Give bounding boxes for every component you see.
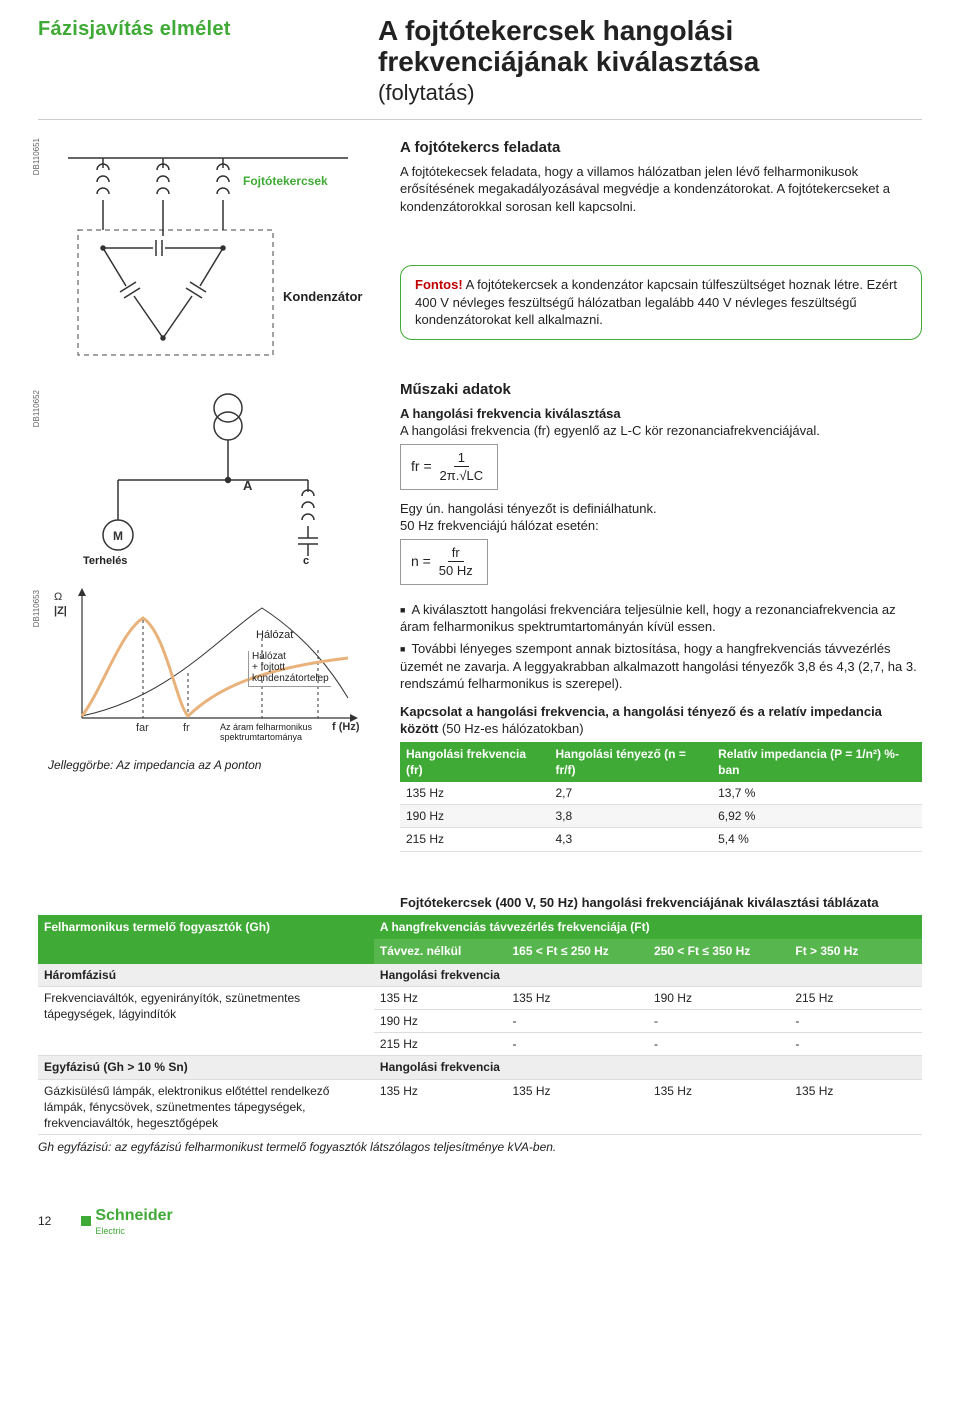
important-label: Fontos! — [415, 277, 463, 292]
brand-logo: Schneider Electric — [81, 1205, 172, 1237]
bullet-list: A kiválasztott hangolási frekvenciára te… — [400, 601, 922, 693]
page-footer: 12 Schneider Electric — [38, 1205, 922, 1237]
table-footnote: Gh egyfázisú: az egyfázisú felharmonikus… — [38, 1139, 922, 1155]
formula-n: n = fr 50 Hz — [400, 539, 488, 585]
load-network-figure: M A Terhelés c — [38, 380, 378, 570]
figure-id: DB110651 — [32, 138, 43, 175]
task-heading: A fojtótekercs feladata — [400, 138, 922, 158]
table-row: Háromfázisú Hangolási frekvencia — [38, 964, 922, 987]
svg-text:far: far — [136, 722, 149, 734]
section-label: Fázisjavítás elmélet — [38, 16, 348, 43]
table-row: Egyfázisú (Gh > 10 % Sn) Hangolási frekv… — [38, 1056, 922, 1079]
col-header: Felharmonikus termelő fogyasztók (Gh) — [38, 915, 374, 963]
col-header: 165 < Ft ≤ 250 Hz — [507, 939, 648, 963]
table-row: Frekvenciaváltók, egyenirányítók, szünet… — [38, 986, 922, 1009]
relation-table: Hangolási frekvencia (fr) Hangolási tény… — [400, 742, 922, 852]
tech-line: 50 Hz frekvenciájú hálózat esetén: — [400, 517, 922, 535]
c-label: c — [303, 554, 309, 569]
col-header: Relatív impedancia (P = 1/n²) %-ban — [712, 742, 922, 782]
logo-icon — [81, 1216, 91, 1226]
col-header: A hangfrekvenciás távvezérlés frekvenciá… — [374, 915, 922, 939]
figure-id: DB110652 — [32, 390, 43, 427]
sel-table-title: Fojtótekercsek (400 V, 50 Hz) hangolási … — [400, 894, 922, 912]
table-row: 135 Hz2,713,7 % — [400, 782, 922, 805]
task-body: A fojtótekecsek feladata, hogy a villamo… — [400, 163, 922, 216]
col-header: Ft > 350 Hz — [789, 939, 922, 963]
table-row: 215 Hz4,35,4 % — [400, 828, 922, 851]
capacitor-label: Kondenzátor — [283, 288, 362, 306]
col-header: Hangolási tényező (n = fr/f) — [549, 742, 712, 782]
figure-caption: Jelleggörbe: Az impedancia az A ponton — [48, 757, 378, 773]
svg-text:f (Hz): f (Hz) — [332, 721, 360, 733]
tech-line: Egy ún. hangolási tényezőt is definiálha… — [400, 500, 922, 518]
net-label: Hálózat — [256, 628, 293, 643]
svg-text:M: M — [113, 529, 123, 543]
svg-text:|Z|: |Z| — [54, 605, 67, 617]
svg-text:fr: fr — [183, 722, 190, 734]
table-row: 190 Hz3,86,92 % — [400, 805, 922, 828]
figure-id: DB110653 — [32, 590, 43, 627]
col-header: Távvez. nélkül — [374, 939, 507, 963]
load-label: Terhelés — [83, 554, 127, 569]
tech-heading: Műszaki adatok — [400, 380, 922, 400]
svg-text:Ω: Ω — [54, 591, 62, 603]
net-cap-label: Hálózat + fojtott kondenzátortelep — [248, 651, 331, 687]
list-item: A kiválasztott hangolási frekvenciára te… — [400, 601, 922, 636]
page-title: A fojtótekercsek hangolásifrekvenciájána… — [378, 16, 922, 107]
selection-table: Felharmonikus termelő fogyasztók (Gh) A … — [38, 915, 922, 1135]
formula-fr: fr = 1 2π.√LC — [400, 444, 498, 490]
circuit-choke-capacitor-figure: Fojtótekercsek Kondenzátor — [38, 138, 378, 368]
col-header: 250 < Ft ≤ 350 Hz — [648, 939, 789, 963]
list-item: További lényeges szempont annak biztosít… — [400, 640, 922, 693]
spectrum-label: Az áram felharmonikus spektrumtartománya — [220, 723, 312, 743]
col-header: Hangolási frekvencia (fr) — [400, 742, 549, 782]
tech-sub: A hangolási frekvencia kiválasztása — [400, 405, 922, 423]
page-number: 12 — [38, 1213, 51, 1229]
tech-line: A hangolási frekvencia (fr) egyenlő az L… — [400, 422, 922, 440]
table-row: Gázkisülésű lámpák, elektronikus előtétt… — [38, 1079, 922, 1135]
impedance-curve-figure: Ω |Z| far fr f (Hz) Hálózat Hálózat + fo… — [38, 578, 378, 773]
rel-table-title: Kapcsolat a hangolási frekvencia, a hang… — [400, 703, 922, 738]
important-box: Fontos! A fojtótekercsek a kondenzátor k… — [400, 265, 922, 340]
choke-label: Fojtótekercsek — [243, 173, 328, 189]
